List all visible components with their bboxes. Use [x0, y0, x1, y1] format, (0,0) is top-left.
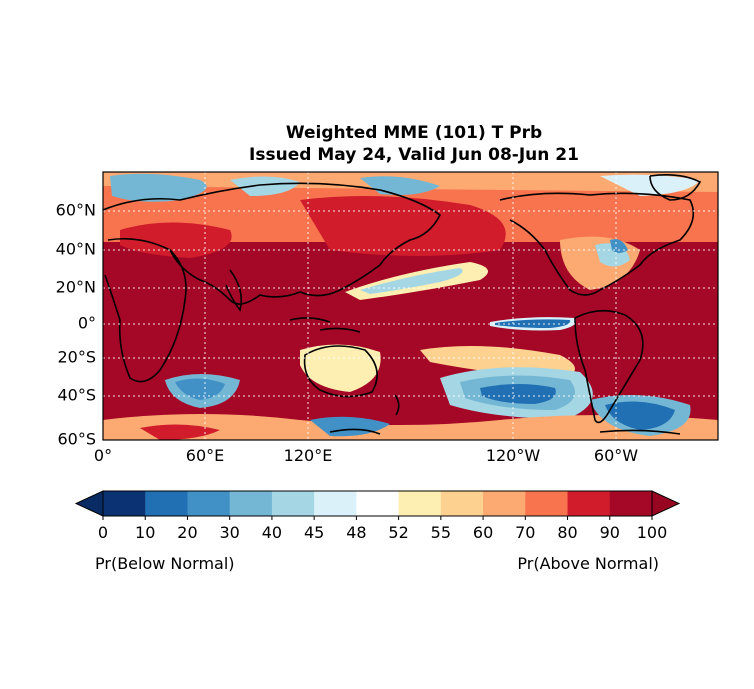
colorbar-tick-label: 80: [557, 523, 577, 542]
colorbar-tick-label: 45: [304, 523, 324, 542]
colorbar-tick-label: 10: [135, 523, 155, 542]
lat-tick: 60°S: [57, 430, 96, 449]
lon-tick: 120°W: [486, 446, 541, 465]
lon-tick: 120°E: [284, 446, 333, 465]
probability-field: [103, 172, 718, 440]
colorbar-tick-label: 30: [220, 523, 240, 542]
map-title: Weighted MME (101) T Prb: [285, 123, 543, 143]
colorbar-tick-label: 90: [600, 523, 620, 542]
colorbar-segment: [398, 491, 442, 516]
colorbar-segment: [187, 491, 231, 516]
colorbar-extend-low: [74, 490, 104, 517]
lon-tick: 60°W: [594, 446, 638, 465]
colorbar-tick-label: 48: [346, 523, 366, 542]
coastlines: [103, 174, 702, 435]
colorbar: 0 10 20 30 40 45 48 52 55 60 70 80 90 100: [74, 490, 681, 542]
lat-tick: 0°: [78, 314, 96, 333]
lat-tick: 20°N: [56, 278, 96, 297]
colorbar-segment: [314, 491, 357, 516]
map-subtitle: Issued May 24, Valid Jun 08-Jun 21: [249, 145, 579, 165]
colorbar-label-above: Pr(Above Normal): [517, 554, 659, 573]
colorbar-segment: [483, 491, 526, 516]
colorbar-tick-label: 40: [262, 523, 282, 542]
colorbar-tick-label: 100: [637, 523, 668, 542]
colorbar-segment: [229, 491, 273, 516]
colorbar-tick-label: 20: [177, 523, 197, 542]
colorbar-extend-high: [651, 490, 681, 517]
lon-tick: 0°: [94, 446, 112, 465]
lat-tick: 20°S: [57, 348, 96, 367]
colorbar-segment: [567, 491, 611, 516]
colorbar-segment: [440, 491, 484, 516]
lon-tick: 60°E: [186, 446, 224, 465]
colorbar-tick-label: 52: [388, 523, 408, 542]
colorbar-segment: [609, 491, 653, 516]
colorbar-frame: [102, 490, 653, 517]
colorbar-tick-label: 55: [431, 523, 451, 542]
lat-tick: 40°N: [56, 240, 96, 259]
colorbar-label-below: Pr(Below Normal): [95, 554, 235, 573]
colorbar-tick-label: 60: [473, 523, 493, 542]
colorbar-tick-label: 0: [98, 523, 108, 542]
map-frame: [102, 171, 719, 441]
lat-tick: 60°N: [56, 201, 96, 220]
colorbar-segment: [356, 491, 400, 516]
colorbar-segment: [271, 491, 315, 516]
colorbar-segment: [145, 491, 188, 516]
colorbar-segment: [103, 491, 146, 516]
lat-tick: 40°S: [57, 386, 96, 405]
colorbar-tick-label: 70: [515, 523, 535, 542]
colorbar-segment: [525, 491, 569, 516]
